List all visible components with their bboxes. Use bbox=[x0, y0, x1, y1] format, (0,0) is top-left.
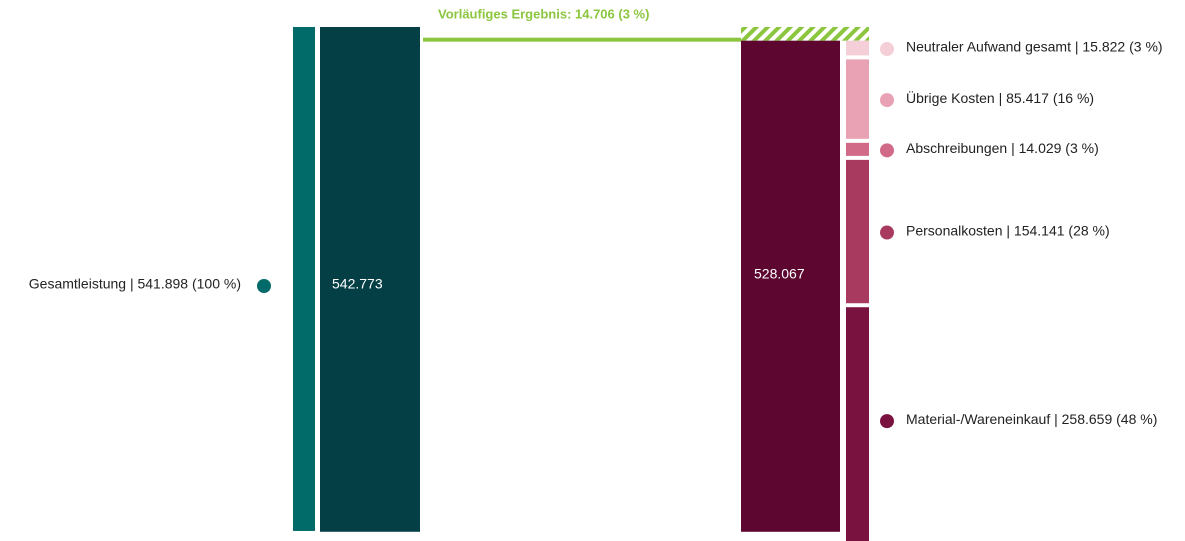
income-label: Gesamtleistung | 541.898 (100 %) bbox=[29, 276, 241, 292]
income-bar bbox=[293, 27, 315, 531]
legend-label: Personalkosten | 154.141 (28 %) bbox=[906, 222, 1110, 238]
legend-label: Material-/Wareneinkauf | 258.659 (48 %) bbox=[906, 411, 1157, 427]
legend-dot bbox=[880, 143, 894, 158]
cost-segment bbox=[846, 159, 869, 304]
legend-label: Neutraler Aufwand gesamt | 15.822 (3 %) bbox=[906, 39, 1163, 55]
legend-dot bbox=[257, 279, 271, 293]
result-hatch bbox=[741, 27, 869, 41]
total-bar bbox=[320, 27, 420, 532]
total-label: 528.067 bbox=[754, 266, 805, 282]
legend-dot bbox=[880, 93, 894, 108]
cost-segment bbox=[846, 307, 869, 541]
cost-segment bbox=[846, 59, 869, 139]
result-label: Vorläufiges Ergebnis: 14.706 (3 %) bbox=[438, 6, 649, 21]
legend-dot bbox=[880, 225, 894, 240]
legend-label: Abschreibungen | 14.029 (3 %) bbox=[906, 140, 1099, 156]
cost-segment bbox=[846, 40, 869, 56]
total-bar bbox=[741, 40, 840, 532]
result-line bbox=[423, 37, 741, 42]
legend-label: Übrige Kosten | 85.417 (16 %) bbox=[906, 89, 1094, 106]
total-label: 542.773 bbox=[332, 276, 383, 292]
legend-dot bbox=[880, 42, 894, 57]
legend-dot bbox=[880, 414, 894, 429]
cost-segment bbox=[846, 142, 869, 156]
